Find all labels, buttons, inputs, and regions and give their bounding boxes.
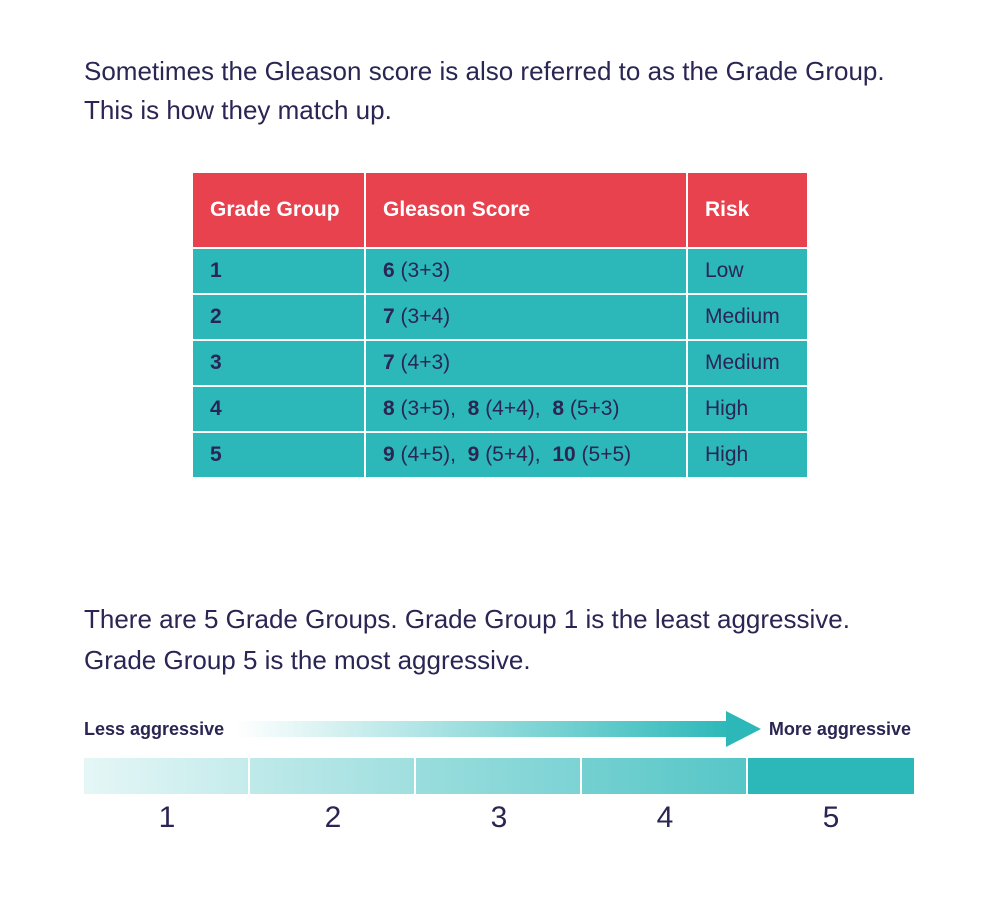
- scale-segment-5: [748, 758, 914, 794]
- score-value: 8: [383, 397, 395, 420]
- table-header-row: Grade Group Gleason Score Risk: [191, 171, 809, 249]
- score-separator: ,: [534, 443, 553, 466]
- outro-line-2: Grade Group 5 is the most aggressive.: [84, 645, 531, 675]
- risk-cell: Medium: [686, 293, 809, 341]
- gleason-score-cell: 6 (3+3): [364, 247, 688, 295]
- outro-line-1: There are 5 Grade Groups. Grade Group 1 …: [84, 604, 850, 634]
- scale-segment-2: [250, 758, 416, 794]
- score-detail: (4+3): [400, 351, 451, 374]
- intro-line-1: Sometimes the Gleason score is also refe…: [84, 56, 885, 86]
- intro-text: Sometimes the Gleason score is also refe…: [84, 52, 964, 130]
- risk-cell: High: [686, 385, 809, 433]
- score-value: 10: [552, 443, 576, 466]
- score-value: 9: [467, 443, 480, 466]
- score-detail: (5+3): [569, 397, 620, 420]
- score-separator: ,: [450, 397, 468, 420]
- score-detail: (5+4): [485, 443, 535, 466]
- more-aggressive-label: More aggressive: [768, 719, 911, 739]
- score-value: 8: [552, 397, 564, 420]
- scale-number-4: 4: [656, 801, 674, 834]
- gleason-score-cell: 8 (3+5), 8 (4+4), 8 (5+3): [364, 385, 688, 433]
- grade-group-cell: 3: [191, 339, 366, 387]
- gleason-score-cell: 7 (3+4): [364, 293, 688, 341]
- aggressiveness-scale-numbers: 1 2 3 4 5: [84, 798, 914, 838]
- scale-segment-4: [582, 758, 748, 794]
- gradient-arrow-icon: [236, 711, 761, 747]
- scale-number-1: 1: [158, 801, 176, 834]
- grade-group-cell: 1: [191, 247, 366, 295]
- header-risk: Risk: [686, 171, 809, 249]
- risk-cell: Low: [686, 247, 809, 295]
- score-value: 7: [383, 351, 395, 374]
- grade-group-cell: 5: [191, 431, 366, 479]
- score-separator: ,: [450, 443, 468, 466]
- score-detail: (5+5): [581, 443, 632, 466]
- aggressiveness-scale-bar: [84, 758, 914, 794]
- gleason-score-cell: 9 (4+5), 9 (5+4), 10 (5+5): [364, 431, 688, 479]
- score-detail: (3+5): [400, 397, 451, 420]
- scale-segment-1: [84, 758, 250, 794]
- header-grade-group: Grade Group: [191, 171, 366, 249]
- scale-number-5: 5: [822, 801, 840, 834]
- score-value: 7: [383, 305, 395, 328]
- scale-segment-3: [416, 758, 582, 794]
- score-detail: (4+5): [400, 443, 451, 466]
- score-value: 6: [383, 259, 395, 282]
- risk-cell: High: [686, 431, 809, 479]
- intro-line-2: This is how they match up.: [84, 95, 392, 125]
- score-detail: (3+4): [400, 305, 451, 328]
- scale-number-2: 2: [324, 801, 342, 834]
- grade-group-cell: 2: [191, 293, 366, 341]
- score-value: 8: [467, 397, 480, 420]
- less-aggressive-label: Less aggressive: [84, 719, 225, 739]
- score-detail: (4+4): [485, 397, 535, 420]
- score-detail: (3+3): [400, 259, 451, 282]
- header-gleason-score: Gleason Score: [364, 171, 688, 249]
- gleason-score-cell: 7 (4+3): [364, 339, 688, 387]
- grade-group-cell: 4: [191, 385, 366, 433]
- outro-text: There are 5 Grade Groups. Grade Group 1 …: [84, 599, 964, 681]
- scale-number-3: 3: [490, 801, 508, 834]
- score-value: 9: [383, 443, 395, 466]
- score-separator: ,: [534, 397, 553, 420]
- risk-cell: Medium: [686, 339, 809, 387]
